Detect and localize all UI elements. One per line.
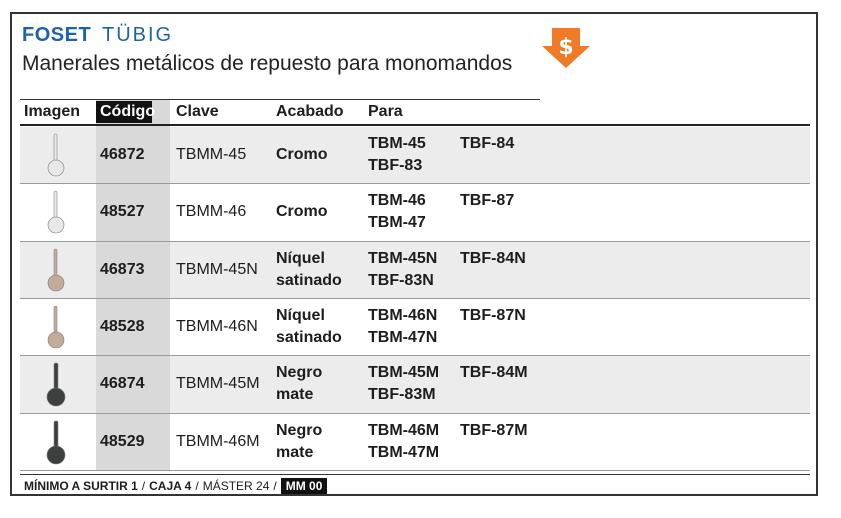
footer-separator: /: [141, 478, 146, 493]
compatible-model: TBM-46M: [368, 421, 440, 439]
finish: Negro: [276, 364, 323, 382]
compatible-model: TBM-47M: [368, 443, 440, 461]
compatible-model: TBM-47: [368, 214, 426, 232]
compatible-model: TBF-84N: [460, 249, 526, 267]
handle-image: [46, 362, 66, 407]
code: 48528: [100, 317, 145, 335]
compatible-model: TBF-84M: [460, 364, 528, 382]
svg-text:$: $: [558, 35, 573, 60]
finish: Negro: [276, 421, 323, 439]
handle-image: [47, 190, 65, 234]
column-header: Imagen: [24, 103, 81, 120]
clave: TBMM-45N: [176, 260, 258, 278]
compatible-model: TBF-87: [460, 192, 515, 210]
clave: TBMM-46N: [176, 317, 258, 335]
finish: Cromo: [276, 203, 328, 221]
finish: satinado: [276, 328, 342, 346]
handle-image: [47, 305, 65, 349]
finish: Cromo: [276, 146, 328, 163]
handle-image: [47, 248, 65, 291]
sub-brand: TÜBIG: [102, 24, 174, 46]
code: 46873: [100, 260, 145, 278]
clave: TBMM-45M: [176, 375, 260, 393]
compatible-model: TBF-87N: [460, 306, 526, 324]
row-divider: [20, 240, 810, 242]
finish: Níquel: [276, 249, 325, 267]
compatible-model: TBM-45: [368, 135, 426, 152]
finish: mate: [276, 443, 314, 461]
footer-badge: MM 00: [280, 477, 328, 494]
header-code-bg: [96, 101, 152, 123]
row-divider: [20, 469, 810, 471]
code: 46872: [100, 146, 145, 163]
handle-image: [46, 420, 66, 464]
column-header: Para: [368, 103, 403, 120]
compatible-model: TBF-83N: [368, 271, 434, 289]
compatible-model: TBM-45M: [368, 364, 440, 382]
price-icon: $: [542, 28, 590, 68]
footer-line: [20, 473, 810, 475]
footer-item: MÁSTER 24: [202, 478, 270, 493]
code-column-shade: [96, 100, 170, 471]
header-bottom-line: [20, 124, 810, 126]
compatible-model: TBM-47N: [368, 328, 438, 346]
code: 48527: [100, 203, 145, 221]
compatible-model: TBM-46N: [368, 306, 438, 324]
code: 46874: [100, 375, 145, 393]
footer-item: MÍNIMO A SURTIR 1: [24, 478, 138, 493]
page-frame: [10, 12, 818, 496]
row-divider: [20, 355, 810, 357]
handle-image: [47, 133, 65, 177]
clave: TBMM-46M: [176, 432, 260, 450]
column-header: Clave: [176, 103, 219, 120]
column-header: Acabado: [276, 103, 344, 120]
compatible-model: TBM-46: [368, 192, 426, 210]
page-title: Manerales metálicos de repuesto para mon…: [22, 52, 513, 75]
row-divider: [20, 412, 810, 414]
header-top-line: [20, 99, 540, 100]
compatible-model: TBF-87M: [460, 421, 528, 439]
code: 48529: [100, 432, 145, 450]
footer-separator: /: [195, 478, 199, 493]
finish: Níquel: [276, 306, 325, 324]
compatible-model: TBF-83: [368, 157, 423, 174]
brand: FOSET: [22, 24, 92, 46]
clave: TBMM-46: [176, 203, 247, 221]
compatible-model: TBF-83M: [368, 386, 436, 404]
row-divider: [20, 183, 810, 185]
compatible-model: TBM-45N: [368, 249, 438, 267]
compatible-model: TBF-84: [460, 135, 515, 152]
footer-separator: /: [273, 478, 277, 493]
row-divider: [20, 297, 810, 299]
footer-item: CAJA 4: [149, 478, 192, 493]
finish: mate: [276, 386, 314, 404]
clave: TBMM-45: [176, 146, 247, 163]
column-header: Código: [100, 103, 156, 120]
finish: satinado: [276, 271, 342, 289]
